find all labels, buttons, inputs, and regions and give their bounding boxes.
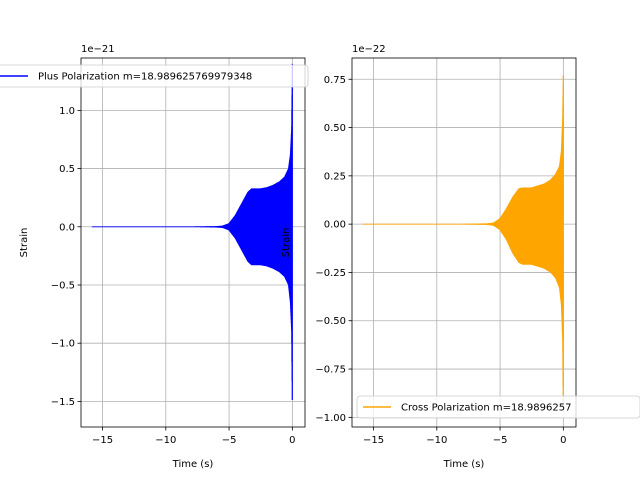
y-tick-label: −0.25 bbox=[315, 268, 346, 279]
subplot-left: −15 −10 −5 0 1.0 0.5 0.0 −0.5 −1.0 −1.5 1e−21 Time … bbox=[0, 44, 309, 470]
legend: Plus Polarization m=18.989625769979348 bbox=[0, 64, 309, 88]
y-axis-label: Strain bbox=[281, 228, 292, 258]
x-tick-label: 0 bbox=[289, 435, 295, 446]
x-tick-label: −5 bbox=[222, 435, 237, 446]
y-tick-label: −0.50 bbox=[315, 316, 346, 327]
y-tick-label: 0.00 bbox=[324, 220, 346, 231]
y-offset-text: 1e−21 bbox=[81, 44, 115, 55]
y-tick-label: −0.75 bbox=[315, 365, 346, 376]
x-tick-label: −10 bbox=[426, 435, 447, 446]
legend-box bbox=[0, 64, 309, 88]
axes-frame bbox=[351, 57, 577, 428]
legend-label: Plus Polarization m=18.989625769979348 bbox=[38, 72, 252, 83]
y-tick-label: 0.0 bbox=[59, 222, 75, 233]
legend: Cross Polarization m=18.9896257 bbox=[356, 395, 640, 419]
x-tick-label: −5 bbox=[493, 435, 508, 446]
axes-frame bbox=[80, 57, 306, 428]
y-tick-label: 0.50 bbox=[324, 123, 346, 134]
y-tick-label: 0.75 bbox=[324, 75, 346, 86]
subplot-right: −15 −10 −5 0 0.75 0.50 0.25 0.00 −0.25 −0.50 −0.75… bbox=[281, 44, 640, 470]
x-tick-label: 0 bbox=[560, 435, 566, 446]
series-line-0 bbox=[91, 63, 293, 401]
y-tick-label: −1.00 bbox=[315, 413, 346, 424]
y-tick-label: −0.5 bbox=[51, 280, 75, 291]
series-line-0 bbox=[362, 75, 564, 405]
y-axis-label: Strain bbox=[19, 228, 30, 258]
x-tick-label: −10 bbox=[155, 435, 176, 446]
y-tick-label: 1.0 bbox=[59, 106, 75, 117]
y-tick-label: 0.5 bbox=[59, 164, 75, 175]
y-tick-label: −1.5 bbox=[51, 397, 75, 408]
legend-box bbox=[356, 395, 640, 419]
y-offset-text: 1e−22 bbox=[352, 44, 386, 55]
y-tick-label: 0.25 bbox=[324, 171, 346, 182]
legend-label: Cross Polarization m=18.9896257 bbox=[401, 403, 571, 414]
x-axis-label: Time (s) bbox=[443, 459, 485, 470]
x-tick-label: −15 bbox=[363, 435, 384, 446]
y-tick-label: −1.0 bbox=[51, 339, 75, 350]
x-axis-label: Time (s) bbox=[172, 459, 214, 470]
x-tick-label: −15 bbox=[92, 435, 113, 446]
